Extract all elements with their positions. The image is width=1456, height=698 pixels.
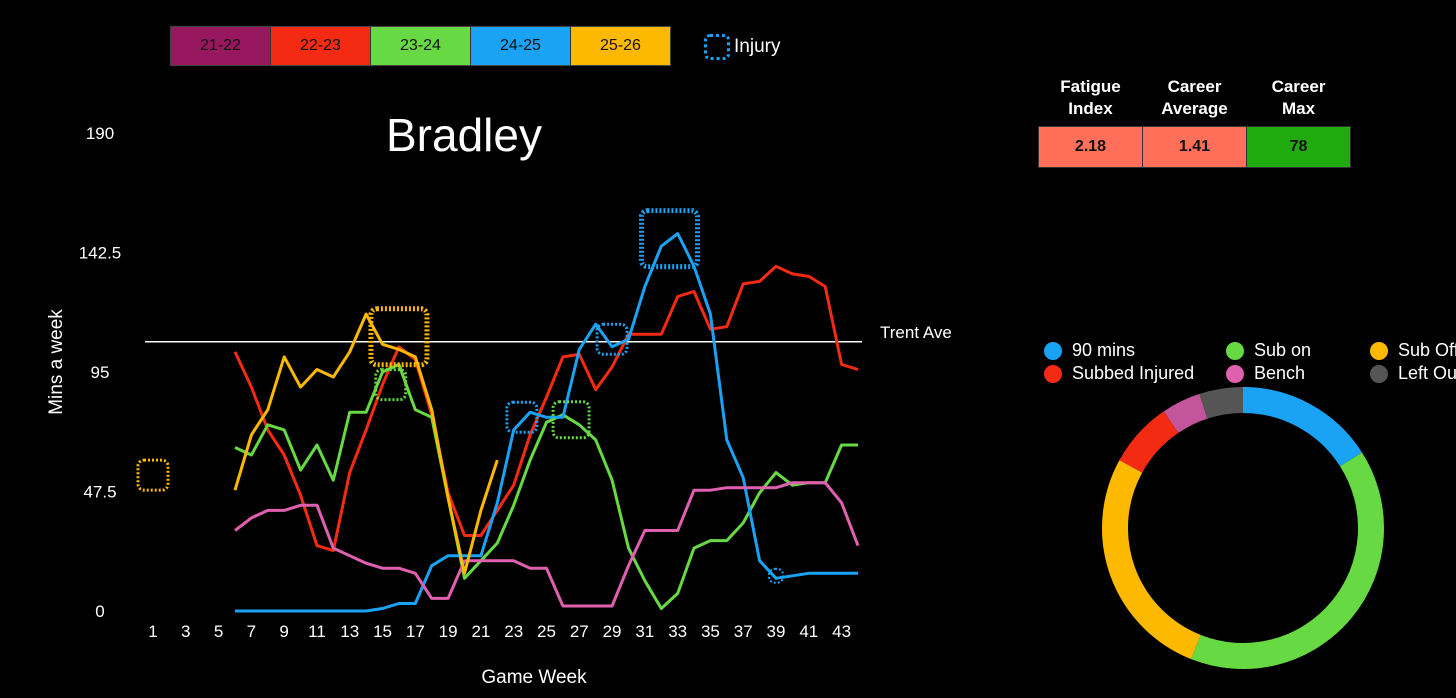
x-tick-label: 15 (373, 622, 392, 641)
donut-slice-sub-off (1102, 460, 1201, 660)
x-axis-label: Game Week (481, 667, 587, 688)
series-line-22-23 (233, 264, 859, 553)
legend-dot (1226, 364, 1244, 383)
series-line-21-22 (234, 481, 860, 608)
x-tick-label: 1 (148, 622, 157, 641)
x-tick-label: 3 (181, 622, 190, 641)
series-line-23-24 (234, 363, 858, 610)
legend-sub-on: Sub on (1226, 340, 1370, 361)
injury-legend: Injury (704, 34, 780, 60)
injury-marker (638, 208, 700, 270)
x-tick-label: 7 (247, 622, 256, 641)
donut-slice-90-mins (1242, 387, 1363, 467)
season-legend: 21-22 22-23 23-24 24-25 25-26 (170, 26, 671, 66)
x-tick-label: 23 (504, 622, 523, 641)
legend-dot (1226, 341, 1244, 360)
legend-label: Sub on (1254, 340, 1312, 360)
x-tick-label: 33 (668, 622, 687, 641)
injury-marker (768, 567, 785, 584)
x-tick-label: 39 (767, 622, 786, 641)
legend-label: Left Out (1398, 363, 1456, 383)
series-line-25-26 (233, 312, 499, 575)
legend-90-mins: 90 mins (1044, 340, 1226, 361)
injury-marker (551, 400, 591, 440)
stats-header-career-max: Career Max (1271, 77, 1326, 118)
x-tick-label: 35 (701, 622, 720, 641)
legend-left-out: Left Out (1370, 363, 1456, 384)
stats-header-fatigue: Fatigue Index (1060, 77, 1121, 118)
donut-chart (1102, 387, 1384, 669)
y-tick-label: 142.5 (79, 244, 122, 263)
x-tick-label: 11 (308, 622, 326, 641)
injury-marker (505, 400, 539, 434)
injury-marker (595, 322, 629, 356)
legend-dot (1044, 341, 1062, 360)
y-tick-label: 190 (86, 124, 114, 143)
donut-slice-subbed-injured (1119, 411, 1179, 473)
stats-header-career-average: Career Average (1161, 77, 1228, 118)
season-21-22: 21-22 (171, 27, 271, 65)
x-tick-label: 31 (635, 622, 654, 641)
legend-subbed-injured: Subbed Injured (1044, 363, 1226, 384)
x-tick-label: 41 (799, 622, 818, 641)
x-tick-label: 9 (279, 622, 288, 641)
injury-marker (374, 368, 408, 402)
x-tick-label: 19 (439, 622, 458, 641)
stats-value-career-max: 78 (1246, 126, 1351, 168)
season-23-24: 23-24 (371, 27, 471, 65)
injury-marker (136, 458, 170, 492)
x-tick-label: 29 (603, 622, 622, 641)
chart-title: Bradley (386, 109, 542, 161)
legend-bench: Bench (1226, 363, 1370, 384)
x-tick-label: 43 (832, 622, 851, 641)
donut-slice-sub-on (1191, 452, 1384, 669)
injury-marker-icon (704, 34, 730, 60)
injury-marker (368, 306, 430, 368)
donut-slice-bench (1163, 393, 1208, 434)
legend-label: Sub Off (1398, 340, 1456, 360)
donut-slice-left-out (1199, 387, 1244, 419)
donut-legend: 90 mins Sub on Sub Off Subbed Injured Be… (1044, 340, 1456, 384)
x-tick-label: 25 (537, 622, 556, 641)
y-axis-label: Mins a week (46, 309, 67, 415)
stats-value-career-average: 1.41 (1142, 126, 1247, 168)
legend-label: Subbed Injured (1072, 363, 1195, 383)
x-tick-label: 21 (471, 622, 490, 641)
legend-sub-off: Sub Off (1370, 340, 1456, 361)
y-tick-label: 47.5 (83, 483, 116, 502)
reference-line-label: Trent Ave (880, 323, 952, 342)
legend-label: 90 mins (1072, 340, 1136, 360)
y-tick-label: 95 (91, 363, 110, 382)
stats-value-fatigue: 2.18 (1038, 126, 1143, 168)
y-tick-label: 0 (95, 602, 104, 621)
series-line-24-25 (235, 232, 858, 613)
legend-dot (1370, 364, 1388, 383)
stats-table: Fatigue Index Career Average Career Max 2.1… (1038, 76, 1351, 168)
x-tick-label: 13 (340, 622, 359, 641)
legend-dot (1044, 364, 1062, 383)
season-24-25: 24-25 (471, 27, 571, 65)
season-22-23: 22-23 (271, 27, 371, 65)
legend-label: Bench (1254, 363, 1306, 383)
x-tick-label: 5 (214, 622, 223, 641)
x-tick-label: 17 (406, 622, 425, 641)
season-25-26: 25-26 (571, 27, 670, 65)
x-tick-label: 27 (570, 622, 589, 641)
injury-legend-label: Injury (734, 36, 781, 57)
x-tick-label: 37 (734, 622, 753, 641)
legend-dot (1370, 341, 1388, 360)
